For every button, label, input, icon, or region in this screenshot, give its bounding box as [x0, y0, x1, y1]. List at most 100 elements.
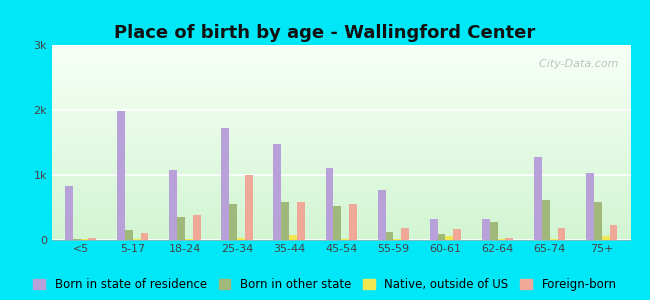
Bar	[482, 219, 490, 240]
Bar	[52, 152, 630, 153]
Bar	[52, 55, 630, 56]
Bar	[52, 71, 630, 72]
Bar	[52, 45, 630, 46]
Bar	[52, 106, 630, 107]
Bar	[52, 233, 630, 234]
Bar	[52, 73, 630, 74]
Bar	[52, 56, 630, 57]
Bar	[52, 170, 630, 171]
Bar	[542, 200, 550, 240]
Bar	[52, 189, 630, 190]
Bar	[88, 238, 96, 240]
Bar	[52, 88, 630, 89]
Bar	[52, 157, 630, 158]
Bar	[52, 217, 630, 218]
Bar	[52, 221, 630, 223]
Bar	[558, 228, 566, 240]
Bar	[52, 81, 630, 82]
Bar	[52, 228, 630, 229]
Bar	[52, 97, 630, 98]
Bar	[52, 83, 630, 84]
Bar	[52, 162, 630, 163]
Bar	[52, 113, 630, 114]
Bar	[245, 175, 253, 240]
Bar	[52, 109, 630, 110]
Bar	[52, 117, 630, 118]
Bar	[52, 119, 630, 120]
Bar	[52, 129, 630, 130]
Bar	[169, 170, 177, 240]
Bar	[52, 190, 630, 191]
Bar	[52, 95, 630, 96]
Bar	[52, 145, 630, 146]
Bar	[52, 105, 630, 106]
Bar	[52, 79, 630, 80]
Text: City-Data.com: City-Data.com	[532, 58, 619, 69]
Bar	[52, 135, 630, 136]
Bar	[52, 185, 630, 186]
Bar	[52, 197, 630, 198]
Bar	[52, 112, 630, 113]
Bar	[52, 192, 630, 193]
Bar	[65, 186, 73, 240]
Bar	[341, 239, 349, 240]
Bar	[52, 101, 630, 103]
Bar	[52, 163, 630, 164]
Bar	[52, 223, 630, 224]
Bar	[52, 169, 630, 170]
Bar	[52, 77, 630, 78]
Bar	[52, 72, 630, 73]
Bar	[52, 104, 630, 105]
Bar	[52, 146, 630, 147]
Bar	[52, 193, 630, 194]
Bar	[52, 235, 630, 236]
Bar	[52, 178, 630, 179]
Bar	[326, 168, 333, 240]
Bar	[52, 82, 630, 83]
Bar	[52, 99, 630, 100]
Bar	[52, 158, 630, 159]
Bar	[52, 78, 630, 79]
Bar	[52, 211, 630, 212]
Bar	[52, 199, 630, 200]
Legend: Born in state of residence, Born in other state, Native, outside of US, Foreign-: Born in state of residence, Born in othe…	[34, 278, 616, 291]
Bar	[52, 63, 630, 64]
Bar	[52, 226, 630, 227]
Bar	[52, 46, 630, 47]
Bar	[52, 121, 630, 122]
Bar	[52, 114, 630, 115]
Bar	[52, 137, 630, 138]
Bar	[52, 225, 630, 226]
Bar	[52, 164, 630, 165]
Bar	[52, 123, 630, 124]
Bar	[81, 239, 88, 240]
Bar	[52, 100, 630, 101]
Bar	[52, 224, 630, 225]
Bar	[52, 143, 630, 144]
Bar	[52, 207, 630, 208]
Bar	[229, 204, 237, 240]
Bar	[610, 225, 617, 240]
Bar	[506, 238, 514, 240]
Bar	[237, 238, 245, 240]
Bar	[52, 48, 630, 49]
Bar	[52, 236, 630, 237]
Bar	[52, 184, 630, 185]
Bar	[52, 150, 630, 151]
Bar	[52, 138, 630, 139]
Bar	[52, 90, 630, 91]
Bar	[52, 156, 630, 157]
Bar	[52, 59, 630, 60]
Bar	[52, 183, 630, 184]
Bar	[52, 70, 630, 71]
Bar	[52, 237, 630, 238]
Bar	[401, 228, 409, 240]
Bar	[52, 172, 630, 173]
Bar	[52, 194, 630, 195]
Bar	[445, 236, 453, 240]
Bar	[73, 239, 81, 240]
Bar	[52, 160, 630, 161]
Bar	[52, 134, 630, 135]
Bar	[586, 173, 594, 240]
Bar	[52, 93, 630, 94]
